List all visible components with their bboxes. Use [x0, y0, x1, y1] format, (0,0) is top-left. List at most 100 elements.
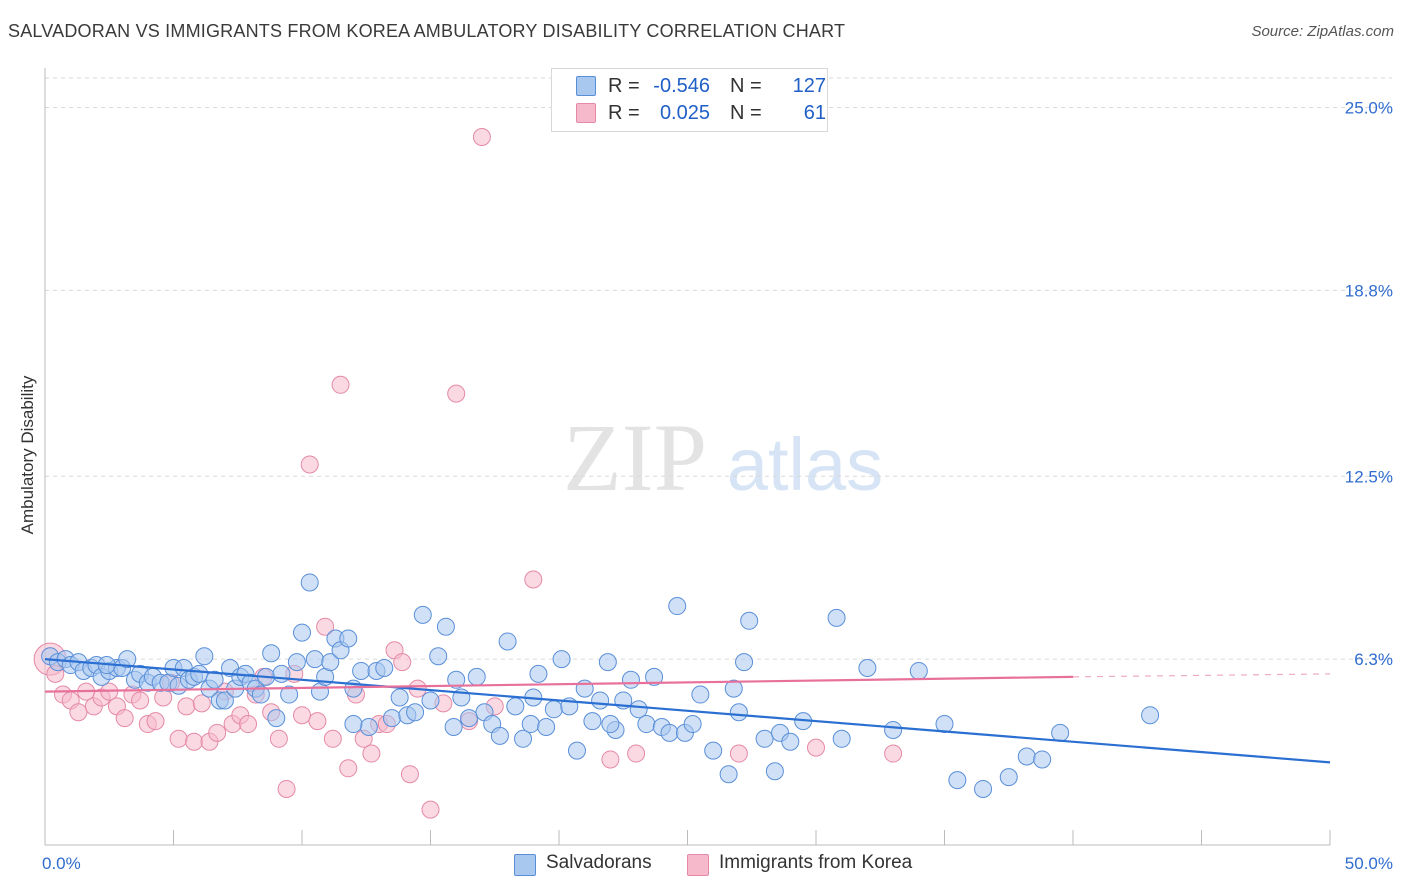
r-value: 0.025 [659, 101, 710, 124]
salvadoran-point [691, 685, 710, 704]
salvadoran-point [467, 667, 486, 686]
korea-point [239, 715, 258, 734]
y-tick-label: 6.3% [1354, 650, 1393, 669]
salvadoran-point [765, 762, 784, 781]
series-name: Immigrants from Korea [719, 852, 913, 873]
salvadoran-point [645, 667, 664, 686]
salvadoran-point [781, 732, 800, 751]
salvadoran-point [190, 664, 209, 683]
salvadoran-point [390, 688, 409, 707]
salvadoran-point [567, 741, 586, 760]
korea-point [601, 750, 620, 769]
salvadoran-point [382, 709, 401, 728]
korea-point [807, 738, 825, 757]
korea-point [472, 128, 491, 146]
korea-point [308, 712, 327, 731]
salvadoran-point [724, 679, 743, 698]
source-label: Source: ZipAtlas.com [1251, 23, 1394, 40]
korea-point [185, 732, 204, 751]
salvadoran-point [719, 765, 738, 784]
salvadoran-point [413, 605, 432, 624]
salvadoran-point [537, 718, 556, 736]
salvadoran-point [591, 691, 610, 710]
salvadoran-point [909, 661, 928, 680]
salvadoran-point [544, 700, 563, 719]
salvadoran-point [118, 650, 137, 669]
salvadoran-point [287, 653, 306, 672]
salvadoran-point [352, 661, 371, 680]
salvadoran-point [668, 597, 687, 616]
x-tick-label: 50.0% [1345, 854, 1393, 873]
korea-point [884, 744, 903, 763]
korea-point [192, 694, 211, 713]
n-value: 61 [803, 101, 826, 124]
salvadoran-point [490, 726, 509, 745]
r-label: R = [608, 74, 640, 97]
salvadoran-point [935, 715, 954, 734]
salvadoran-point [436, 617, 455, 636]
korea-point [300, 455, 319, 474]
salvadoran-point [447, 670, 466, 689]
salvadoran-point [215, 691, 234, 710]
salvadoran-point [740, 611, 759, 630]
korea-point [177, 697, 196, 716]
series-name: Salvadorans [546, 852, 652, 873]
salvadoran-point [506, 697, 525, 716]
korea-point [69, 703, 88, 722]
korea-point [421, 800, 440, 819]
watermark-zip: ZIP [563, 404, 707, 511]
korea-point [169, 729, 188, 748]
salvadoran-point [948, 771, 967, 790]
chart-title: SALVADORAN VS IMMIGRANTS FROM KOREA AMBU… [8, 21, 846, 41]
pink-swatch [687, 854, 709, 876]
salvadoran-point [683, 715, 702, 734]
salvadoran-point [704, 741, 723, 760]
salvadoran-point [321, 653, 340, 672]
korea-point [208, 723, 227, 742]
pink-swatch [576, 103, 596, 123]
salvadoran-point [305, 650, 324, 669]
salvadoran-point [1017, 747, 1036, 766]
n-label: N = [730, 74, 762, 97]
korea-point [339, 759, 358, 778]
blue-swatch [576, 76, 596, 96]
correlation-legend: R = -0.546 N = 127 R = 0.025 N = 61 [551, 68, 828, 132]
korea-point [269, 729, 288, 748]
salvadoran-point [601, 715, 620, 734]
korea-point [131, 691, 150, 710]
n-value: 127 [792, 74, 826, 97]
salvadoran-point [1141, 706, 1160, 725]
korea-point [331, 375, 350, 394]
korea-point [293, 706, 311, 725]
salvadoran-point [629, 700, 648, 719]
salvadoran-point [293, 623, 311, 642]
blue-swatch [514, 854, 536, 876]
salvadoran-point [552, 650, 571, 669]
watermark: ZIP atlas [563, 404, 883, 511]
salvadoran-point [272, 664, 291, 683]
korea-point [729, 744, 748, 763]
salvadoran-point [1033, 750, 1052, 769]
salvadoran-point [514, 729, 533, 748]
salvadoran-point [598, 653, 617, 672]
salvadoran-point [195, 647, 214, 666]
salvadoran-point [621, 670, 640, 689]
salvadoran-point [375, 659, 394, 677]
salvadoran-point [755, 729, 774, 748]
salvadoran-point [637, 715, 656, 734]
korea-point [323, 729, 342, 748]
salvadoran-point [280, 685, 299, 704]
salvadoran-point [529, 664, 548, 683]
salvadoran-point [460, 709, 479, 728]
salvadoran-point [339, 629, 358, 648]
korea-point [146, 712, 165, 731]
y-tick-labels: 6.3% 12.5% 18.8% 25.0% [1345, 99, 1393, 670]
salvadoran-trend-line [44, 658, 1331, 764]
korea-point [400, 765, 419, 784]
y-tick-label: 12.5% [1345, 467, 1393, 486]
watermark-atlas: atlas [727, 423, 883, 506]
salvadoran-point [267, 709, 286, 728]
salvadoran-point [444, 718, 463, 736]
korea-trend-extension [1072, 673, 1331, 678]
